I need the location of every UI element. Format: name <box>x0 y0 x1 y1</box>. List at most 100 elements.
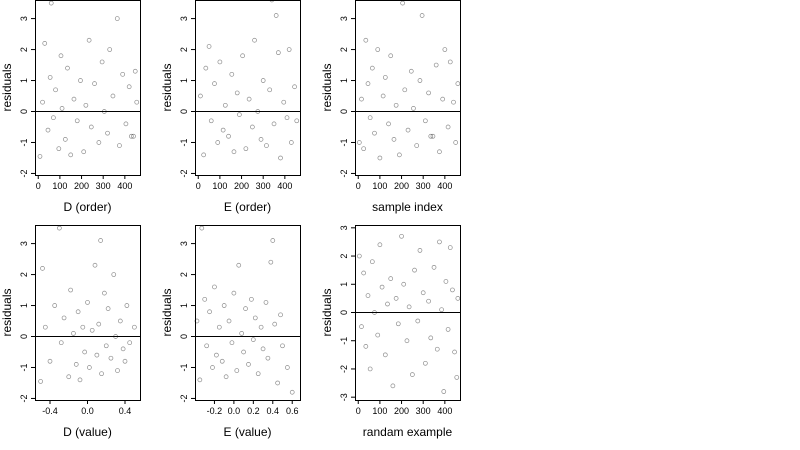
data-point <box>223 374 229 380</box>
data-point <box>241 349 246 355</box>
data-point <box>442 47 448 52</box>
data-point <box>128 133 134 139</box>
data-point <box>226 133 231 139</box>
data-point <box>110 93 116 99</box>
data-point <box>439 307 444 313</box>
data-point <box>286 47 292 52</box>
data-point <box>445 124 451 130</box>
data-point <box>276 50 281 56</box>
data-point <box>212 284 217 290</box>
data-point <box>437 239 442 245</box>
data-point <box>292 84 297 90</box>
data-point <box>107 47 113 52</box>
data-point <box>367 366 373 372</box>
data-point <box>356 253 362 259</box>
data-point <box>75 309 81 315</box>
data-point <box>98 238 103 243</box>
data-point <box>258 137 264 142</box>
data-point <box>66 374 72 380</box>
data-point <box>57 225 62 231</box>
data-point <box>369 65 375 71</box>
data-point <box>382 75 388 80</box>
x-tick-label: 300 <box>416 181 431 191</box>
data-point <box>215 140 221 145</box>
data-point <box>99 371 104 377</box>
data-point <box>123 121 129 127</box>
data-point <box>414 143 420 148</box>
data-point <box>217 59 223 65</box>
y-tick-label: 1 <box>19 303 29 308</box>
data-point <box>390 383 396 389</box>
data-point <box>379 284 385 290</box>
data-point <box>447 59 453 65</box>
x-tick-label: 0 <box>356 406 361 416</box>
x-tick-label: 300 <box>416 406 431 416</box>
y-tick-label: 2 <box>179 47 189 52</box>
data-point <box>103 343 109 349</box>
y-axis-label: residuals <box>0 63 14 111</box>
data-point <box>45 127 51 133</box>
y-tick-label: 2 <box>179 272 189 277</box>
x-tick-label: 0 <box>196 181 201 191</box>
data-point <box>231 149 237 155</box>
data-point <box>222 102 228 108</box>
x-tick-label: 0.4 <box>119 406 132 416</box>
y-axis-label: residuals <box>320 288 334 336</box>
x-tick-label: 200 <box>234 181 249 191</box>
data-point <box>117 318 123 324</box>
data-point <box>105 130 110 136</box>
data-point <box>423 118 428 124</box>
data-point <box>273 13 279 18</box>
data-point <box>88 124 94 130</box>
x-tick-label: 300 <box>96 181 111 191</box>
data-point <box>203 65 209 71</box>
data-point <box>220 127 226 133</box>
data-point <box>198 93 203 99</box>
data-point <box>361 146 367 152</box>
y-tick-label: 3 <box>179 241 189 246</box>
data-point <box>61 315 67 321</box>
data-point <box>410 372 415 377</box>
data-point <box>221 303 227 308</box>
scatter-panel-5: -0.2 0.0 0.2 0.4 0.6 -2 -1 0 1 2 3 E (value) residua… <box>160 225 301 439</box>
data-point <box>206 44 212 49</box>
data-point <box>419 13 425 18</box>
y-tick-label: 0 <box>19 334 29 339</box>
data-point <box>212 81 217 86</box>
data-point <box>391 137 397 142</box>
data-point <box>127 340 133 346</box>
data-point <box>111 272 117 277</box>
x-axis-label: randam example <box>363 425 453 439</box>
data-point <box>382 352 388 358</box>
y-tick-label: 0 <box>179 109 189 114</box>
data-point <box>78 78 83 83</box>
y-tick-label: 2 <box>339 254 349 259</box>
data-point <box>255 109 261 114</box>
data-point <box>240 53 245 59</box>
data-point <box>369 259 375 265</box>
y-tick-label: 1 <box>19 78 29 83</box>
data-point <box>204 343 210 349</box>
data-point <box>437 149 442 155</box>
plot-frame <box>35 225 141 401</box>
data-point <box>134 99 140 105</box>
data-point <box>132 68 138 74</box>
data-point <box>252 37 257 43</box>
data-point <box>375 332 381 338</box>
data-point <box>92 81 97 86</box>
y-tick-label: 2 <box>19 272 29 277</box>
y-tick-label: 0 <box>19 109 29 114</box>
y-tick-label: 3 <box>339 16 349 21</box>
y-tick-label: -2 <box>179 169 189 177</box>
x-tick-label: -0.2 <box>207 406 223 416</box>
data-point <box>411 106 416 111</box>
plot-frame <box>195 0 301 176</box>
data-point <box>365 81 371 86</box>
data-point <box>214 352 219 358</box>
data-point <box>255 371 261 377</box>
data-point <box>356 140 362 145</box>
data-point <box>108 355 114 361</box>
data-point <box>207 309 212 315</box>
x-tick-label: 100 <box>372 181 387 191</box>
data-point <box>229 340 235 346</box>
